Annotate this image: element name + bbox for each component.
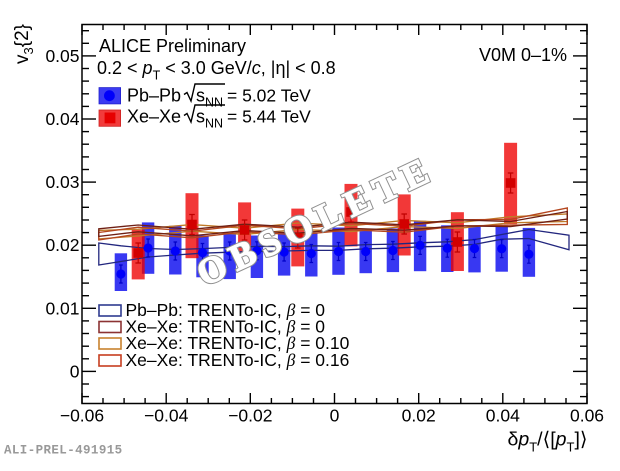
svg-text:0.03: 0.03 <box>45 172 79 192</box>
svg-text:0.05: 0.05 <box>45 46 79 66</box>
svg-text:v3{2}: v3{2} <box>12 24 36 64</box>
svg-text:Pb–Pb: Pb–Pb <box>127 86 181 106</box>
svg-text:0.06: 0.06 <box>570 406 604 426</box>
svg-text:−0.04: −0.04 <box>144 406 189 426</box>
svg-text:−0.06: −0.06 <box>60 406 104 426</box>
svg-text:0.04: 0.04 <box>45 109 79 129</box>
svg-text:= 5.02 TeV: = 5.02 TeV <box>227 86 311 106</box>
svg-text:0.02: 0.02 <box>402 406 436 426</box>
svg-text:Pb–Pb: TRENTo-IC, β = 0: Pb–Pb: TRENTo-IC, β = 0 <box>126 300 326 320</box>
svg-text:ALICE Preliminary: ALICE Preliminary <box>99 36 246 56</box>
svg-text:= 5.44 TeV: = 5.44 TeV <box>227 107 311 127</box>
svg-text:−0.02: −0.02 <box>228 406 272 426</box>
svg-text:0: 0 <box>330 406 340 426</box>
svg-text:ALI-PREL-491915: ALI-PREL-491915 <box>4 444 123 458</box>
svg-text:Xe–Xe: TRENTo-IC, β = 0.16: Xe–Xe: TRENTo-IC, β = 0.16 <box>126 350 350 370</box>
svg-text:δpT/⟨[pT]⟩: δpT/⟨[pT]⟩ <box>508 429 588 455</box>
svg-text:0.04: 0.04 <box>486 406 520 426</box>
svg-text:Xe–Xe: Xe–Xe <box>127 107 181 127</box>
svg-text:Xe–Xe: TRENTo-IC, β = 0: Xe–Xe: TRENTo-IC, β = 0 <box>126 317 326 337</box>
svg-text:V0M 0–1%: V0M 0–1% <box>479 45 567 65</box>
svg-text:0: 0 <box>70 361 80 381</box>
svg-text:Xe–Xe: TRENTo-IC, β = 0.10: Xe–Xe: TRENTo-IC, β = 0.10 <box>126 333 350 353</box>
svg-text:0.01: 0.01 <box>45 298 79 318</box>
svg-text:0.02: 0.02 <box>45 235 79 255</box>
